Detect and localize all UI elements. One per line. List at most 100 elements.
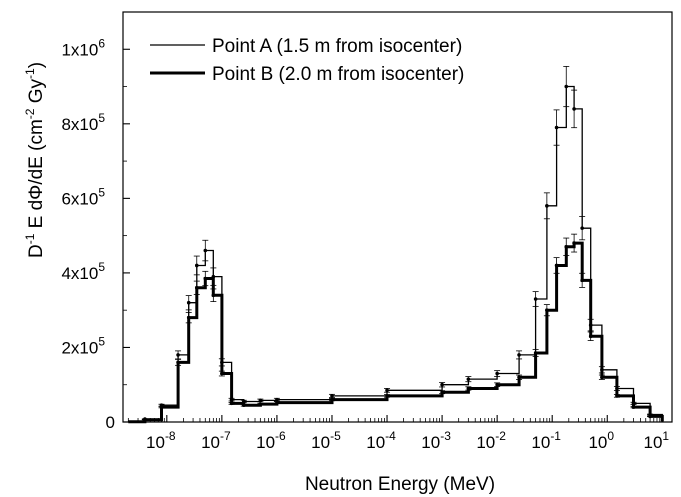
data-point xyxy=(580,226,584,230)
error-bar xyxy=(257,402,264,406)
series-point-b xyxy=(128,233,664,424)
x-tick-label: 10-7 xyxy=(201,429,231,452)
error-bar xyxy=(516,350,523,360)
error-bar xyxy=(516,374,523,380)
error-bar xyxy=(175,358,182,366)
y-tick-label: 8x105 xyxy=(61,111,105,134)
x-tick-label: 10-4 xyxy=(366,429,396,452)
y-tick-label: 4x105 xyxy=(61,260,105,283)
data-point xyxy=(572,107,576,111)
x-tick-label: 10-8 xyxy=(146,429,176,452)
error-bar xyxy=(465,376,472,383)
error-bar xyxy=(532,291,539,307)
y-tick-label: 1x106 xyxy=(61,36,105,59)
data-point xyxy=(545,204,549,208)
legend-item-point-b: Point B (2.0 m from isocenter) xyxy=(150,64,464,85)
error-bar xyxy=(185,312,192,324)
error-bar xyxy=(193,255,200,276)
legend: Point A (1.5 m from isocenter) Point B (2… xyxy=(150,36,464,85)
error-bar xyxy=(553,257,560,274)
legend-item-point-a: Point A (1.5 m from isocenter) xyxy=(150,36,462,57)
error-bar xyxy=(218,370,225,377)
plot-frame xyxy=(122,11,673,423)
error-bar xyxy=(158,405,165,409)
error-bar xyxy=(202,270,209,287)
data-point xyxy=(517,353,521,357)
error-bar xyxy=(587,331,594,341)
error-bar xyxy=(532,349,539,357)
data-point xyxy=(588,334,593,339)
data-point xyxy=(495,371,499,376)
data-point xyxy=(517,375,521,380)
data-point xyxy=(554,263,559,268)
data-point xyxy=(580,278,584,283)
error-bar xyxy=(185,295,192,311)
error-bar xyxy=(543,304,550,317)
data-point xyxy=(385,394,389,398)
x-tick-label: 10-2 xyxy=(476,429,506,452)
error-bar xyxy=(613,394,620,398)
x-tick-label: 100 xyxy=(588,429,614,452)
error-bar xyxy=(553,109,560,146)
data-point xyxy=(533,351,538,355)
error-bar xyxy=(175,350,182,360)
data-point xyxy=(385,388,389,393)
data-point xyxy=(631,405,636,409)
data-point xyxy=(466,377,471,381)
error-bar xyxy=(494,370,501,377)
data-point xyxy=(258,402,263,406)
data-point xyxy=(533,297,538,301)
error-bar xyxy=(571,233,578,253)
data-point xyxy=(648,414,652,419)
error-bar xyxy=(328,393,335,398)
data-point xyxy=(330,397,334,402)
error-bar xyxy=(494,382,501,387)
error-bar xyxy=(439,382,446,388)
error-bar xyxy=(563,66,570,108)
data-point xyxy=(194,263,199,268)
x-tick-label: 10-6 xyxy=(256,429,286,452)
data-point xyxy=(176,353,180,357)
data-point xyxy=(275,397,279,402)
x-tick-label: 101 xyxy=(644,429,670,452)
x-tick-label: 10-1 xyxy=(531,429,561,452)
data-point xyxy=(564,84,569,89)
data-point xyxy=(495,382,499,387)
y-tick-label: 6x105 xyxy=(61,185,105,208)
x-tick-label: 10-3 xyxy=(421,429,451,452)
error-bar xyxy=(543,192,550,220)
axis-titles: Neutron Energy (MeV) D-1 E dΦ/dE (cm-2 Gy… xyxy=(23,62,495,495)
error-bar xyxy=(228,401,235,406)
axes-layer: 10-8 10-7 10-6 10-5 10-4 10-3 10-2 10-1 100 101 0 2… xyxy=(61,11,673,452)
y-tick-label: 2x105 xyxy=(61,334,105,357)
data-point xyxy=(330,394,334,398)
error-bar xyxy=(465,386,472,391)
data-point xyxy=(220,371,224,376)
x-tick-label: 10-5 xyxy=(311,429,341,452)
error-bar xyxy=(630,405,637,409)
x-axis-title: Neutron Energy (MeV) xyxy=(305,474,495,495)
data-point xyxy=(466,386,471,391)
data-point xyxy=(440,382,444,387)
error-bar xyxy=(579,272,586,288)
data-point xyxy=(440,390,444,394)
series-layer xyxy=(128,66,664,424)
data-point xyxy=(545,308,549,312)
error-bar xyxy=(384,388,391,393)
data-point xyxy=(186,300,191,305)
data-point xyxy=(564,245,569,249)
error-bar xyxy=(571,89,578,129)
data-point xyxy=(203,248,208,253)
error-bar xyxy=(273,400,280,405)
data-point xyxy=(229,401,234,406)
error-bar xyxy=(202,239,209,262)
error-bar xyxy=(579,216,586,241)
y-tick-label: 0 xyxy=(106,413,115,432)
data-point xyxy=(203,276,208,281)
data-point xyxy=(258,398,263,403)
error-bar xyxy=(563,237,570,256)
data-point xyxy=(241,403,246,408)
error-bar xyxy=(647,414,654,419)
error-bar xyxy=(257,398,264,403)
